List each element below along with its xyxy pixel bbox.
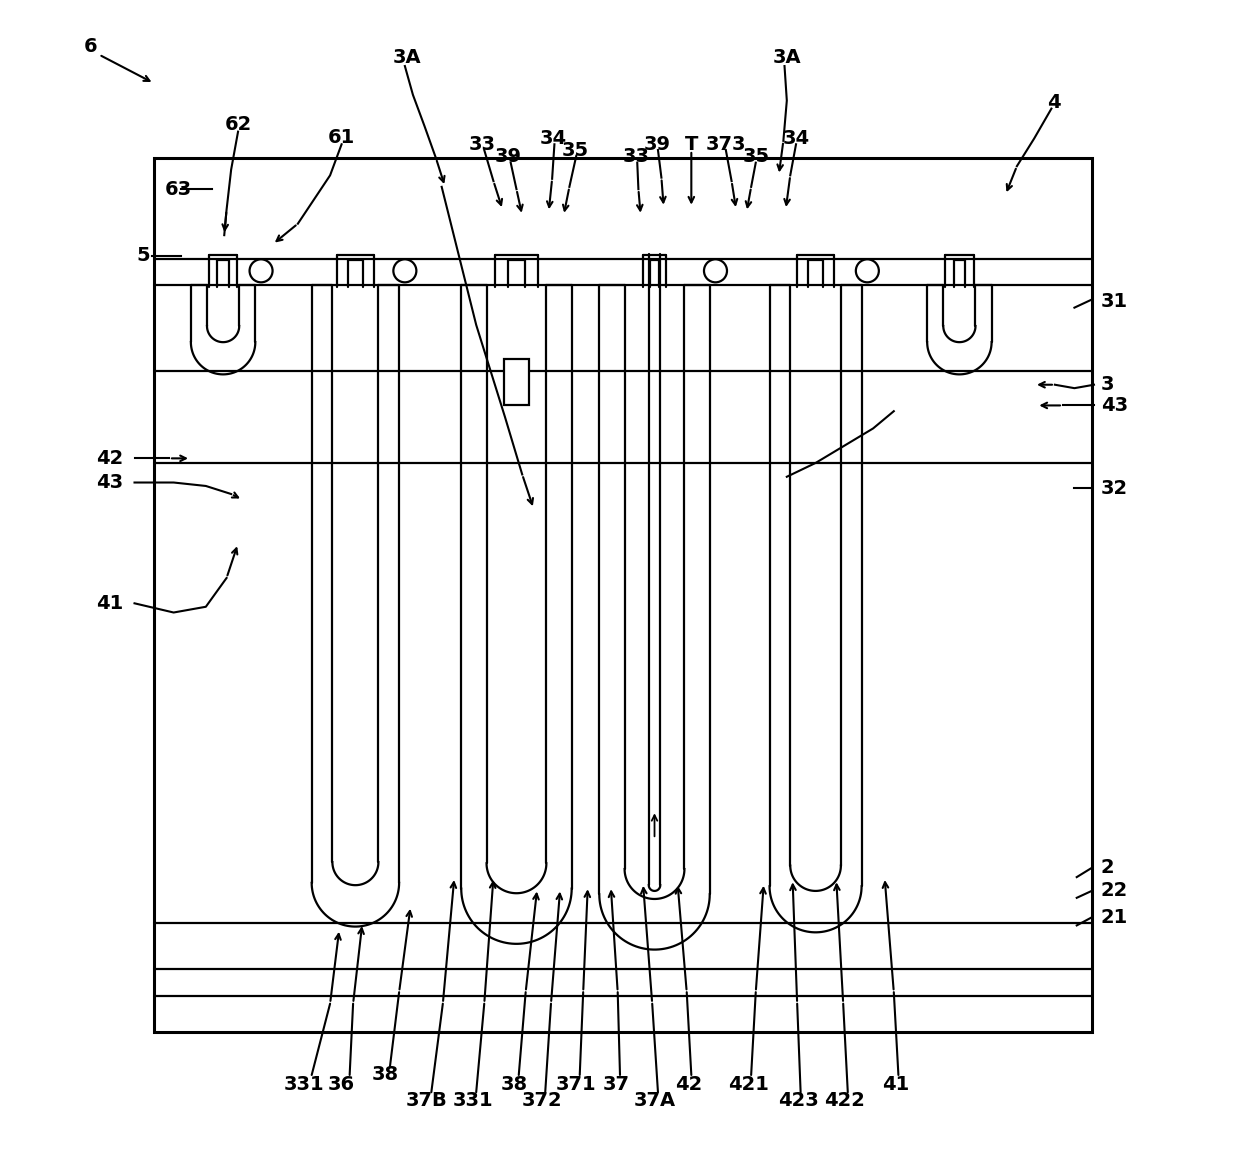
Circle shape bbox=[856, 259, 879, 282]
Text: 62: 62 bbox=[224, 116, 252, 134]
Text: 41: 41 bbox=[883, 1075, 910, 1094]
Bar bbox=[154, 158, 1091, 1032]
Text: 36: 36 bbox=[329, 1075, 355, 1094]
Text: 2: 2 bbox=[1101, 859, 1115, 877]
Text: 423: 423 bbox=[777, 1091, 818, 1110]
Text: 372: 372 bbox=[522, 1091, 562, 1110]
Text: 421: 421 bbox=[728, 1075, 769, 1094]
Text: 4: 4 bbox=[1047, 94, 1060, 112]
Text: 371: 371 bbox=[556, 1075, 596, 1094]
Text: 42: 42 bbox=[95, 449, 123, 468]
Text: 6: 6 bbox=[84, 37, 98, 55]
Text: 42: 42 bbox=[676, 1075, 703, 1094]
Text: 43: 43 bbox=[95, 473, 123, 492]
Text: 373: 373 bbox=[706, 135, 746, 154]
Text: 3: 3 bbox=[1101, 376, 1115, 394]
Circle shape bbox=[249, 259, 273, 282]
Text: 37B: 37B bbox=[405, 1091, 448, 1110]
Text: 43: 43 bbox=[1101, 397, 1128, 415]
Text: 32: 32 bbox=[1101, 479, 1128, 498]
Text: 3A: 3A bbox=[773, 49, 801, 67]
Text: 39: 39 bbox=[644, 135, 671, 154]
Text: 22: 22 bbox=[1101, 881, 1128, 901]
Text: 331: 331 bbox=[453, 1091, 494, 1110]
Text: 3A: 3A bbox=[393, 49, 422, 67]
Text: T: T bbox=[684, 135, 698, 154]
Text: 63: 63 bbox=[165, 179, 191, 199]
Text: 34: 34 bbox=[539, 129, 567, 148]
Text: 422: 422 bbox=[823, 1091, 864, 1110]
Circle shape bbox=[704, 259, 727, 282]
Bar bbox=[503, 360, 529, 406]
Text: 38: 38 bbox=[372, 1066, 399, 1084]
Text: 39: 39 bbox=[495, 148, 522, 166]
Text: 41: 41 bbox=[95, 594, 123, 613]
Text: 331: 331 bbox=[283, 1075, 324, 1094]
Text: 37A: 37A bbox=[634, 1091, 676, 1110]
Text: 38: 38 bbox=[501, 1075, 528, 1094]
Text: 61: 61 bbox=[327, 128, 355, 147]
Text: 37: 37 bbox=[603, 1075, 630, 1094]
Text: 35: 35 bbox=[743, 148, 769, 166]
Text: 35: 35 bbox=[562, 141, 589, 160]
Text: 33: 33 bbox=[622, 148, 650, 166]
Circle shape bbox=[393, 259, 417, 282]
Text: 5: 5 bbox=[136, 246, 150, 266]
Text: 21: 21 bbox=[1101, 907, 1128, 927]
Text: 31: 31 bbox=[1101, 292, 1128, 311]
Text: 33: 33 bbox=[469, 135, 496, 154]
Text: 34: 34 bbox=[782, 129, 810, 148]
